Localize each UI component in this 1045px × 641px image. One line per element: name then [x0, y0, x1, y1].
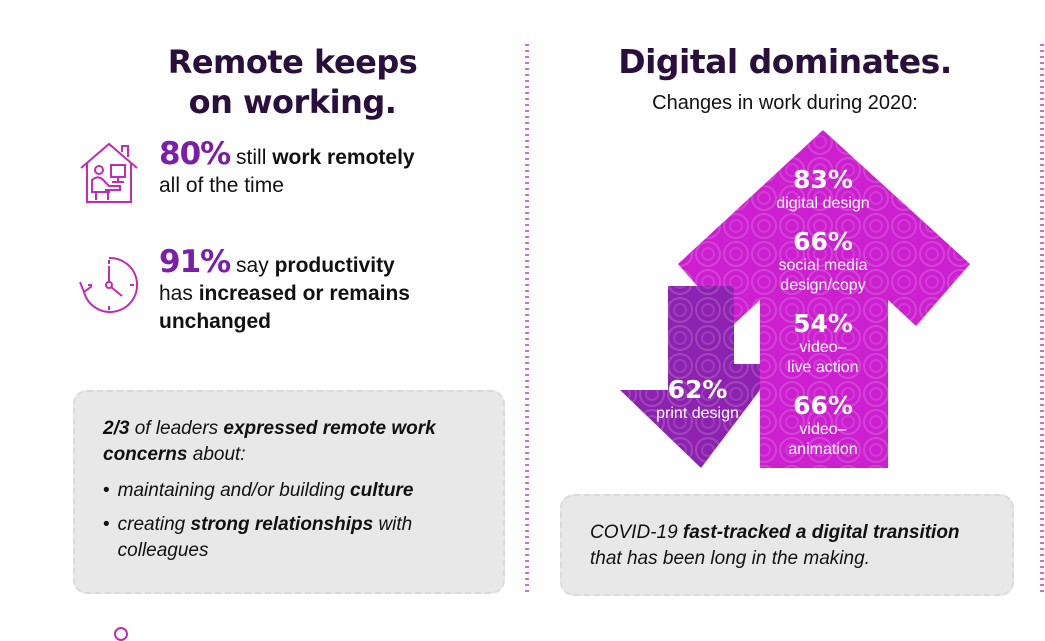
up-item-digital-design: 83% digital design [748, 166, 898, 214]
callout-text: COVID-19 fast-tracked a digital transiti… [590, 520, 1000, 572]
up-item-percent: 66% [793, 227, 853, 256]
stat-productivity-line2-a: has [159, 282, 199, 305]
stat-remote-text-a: still [230, 146, 273, 169]
concerns-lead-text: of leaders [129, 418, 224, 439]
stat-productivity-line2-b: increased or remains [198, 282, 410, 305]
concern-item1-b: culture [350, 480, 414, 501]
up-item-label: video– [799, 339, 847, 356]
arrows-svg [620, 130, 970, 468]
right-edge-divider [1040, 44, 1044, 596]
up-item-social-media: 66% social media design/copy [748, 228, 898, 296]
up-item-video-animation: 66% video– animation [748, 392, 898, 460]
concern-item2-c: with [373, 514, 413, 535]
callout-text-a: COVID-19 [590, 522, 683, 543]
concern-item2-a: creating [117, 514, 191, 535]
concerns-lead-bold2: expressed remote work [223, 418, 436, 439]
stat-productivity-text-a: say [230, 254, 275, 277]
up-item-video-live: 54% video– live action [748, 310, 898, 378]
arrows-graphic [610, 128, 980, 473]
left-title-line2: on working. [188, 83, 397, 121]
left-title-line1: Remote keeps [167, 43, 418, 81]
concerns-lead-bold: 2/3 [103, 418, 130, 439]
concerns-text: 2/3 of leaders expressed remote work con… [103, 416, 493, 564]
down-item-percent: 62% [667, 375, 728, 404]
concerns-lead-text2: about: [187, 444, 246, 465]
bullet: • [103, 514, 110, 535]
callout-line2: that has been long in the making. [590, 548, 870, 569]
stat-remote: 80% still work remotely all of the time [159, 139, 479, 200]
concern-item2-b: strong relationships [190, 514, 374, 535]
up-item-label: social media [778, 257, 868, 274]
left-title: Remote keeps on working. [150, 42, 435, 122]
down-item-print-design: 62% print design [630, 376, 765, 424]
up-item-label: digital design [776, 195, 870, 212]
concern-item2-d: colleagues [117, 540, 209, 561]
concerns-lead-bold3: concerns [103, 444, 188, 465]
stat-remote-line2: all of the time [159, 174, 284, 197]
right-title: Digital dominates. [618, 42, 952, 81]
home-office-icon [78, 140, 140, 204]
right-subtitle: Changes in work during 2020: [652, 92, 918, 114]
up-item-label2: design/copy [780, 277, 866, 294]
bullet: • [103, 480, 110, 501]
stat-remote-percent: 80% [159, 136, 231, 172]
stat-productivity: 91% say productivity has increased or re… [159, 247, 499, 336]
up-item-label2: live action [787, 359, 859, 376]
column-divider [525, 44, 529, 596]
up-item-percent: 83% [793, 165, 853, 194]
clock-icon [76, 252, 142, 318]
concern-item1-a: maintaining and/or building [117, 480, 351, 501]
up-item-percent: 54% [793, 309, 853, 338]
concerns-box: 2/3 of leaders expressed remote work con… [73, 390, 505, 594]
up-item-percent: 66% [793, 391, 853, 420]
down-item-label: print design [656, 405, 739, 422]
callout-box: COVID-19 fast-tracked a digital transiti… [560, 494, 1014, 596]
stat-productivity-line3: unchanged [159, 310, 272, 333]
stat-remote-text-b: work remotely [272, 146, 415, 169]
up-item-label: video– [799, 421, 847, 438]
up-item-label2: animation [788, 441, 858, 458]
stat-productivity-text-b: productivity [274, 254, 395, 277]
stat-productivity-percent: 91% [159, 244, 231, 280]
concern-item-culture: • maintaining and/or building culture [103, 478, 493, 504]
callout-text-b: fast-tracked a digital transition [682, 522, 960, 543]
decorative-circle-icon [114, 627, 128, 641]
concern-item-relationships: • creating strong relationships with col… [103, 512, 493, 564]
